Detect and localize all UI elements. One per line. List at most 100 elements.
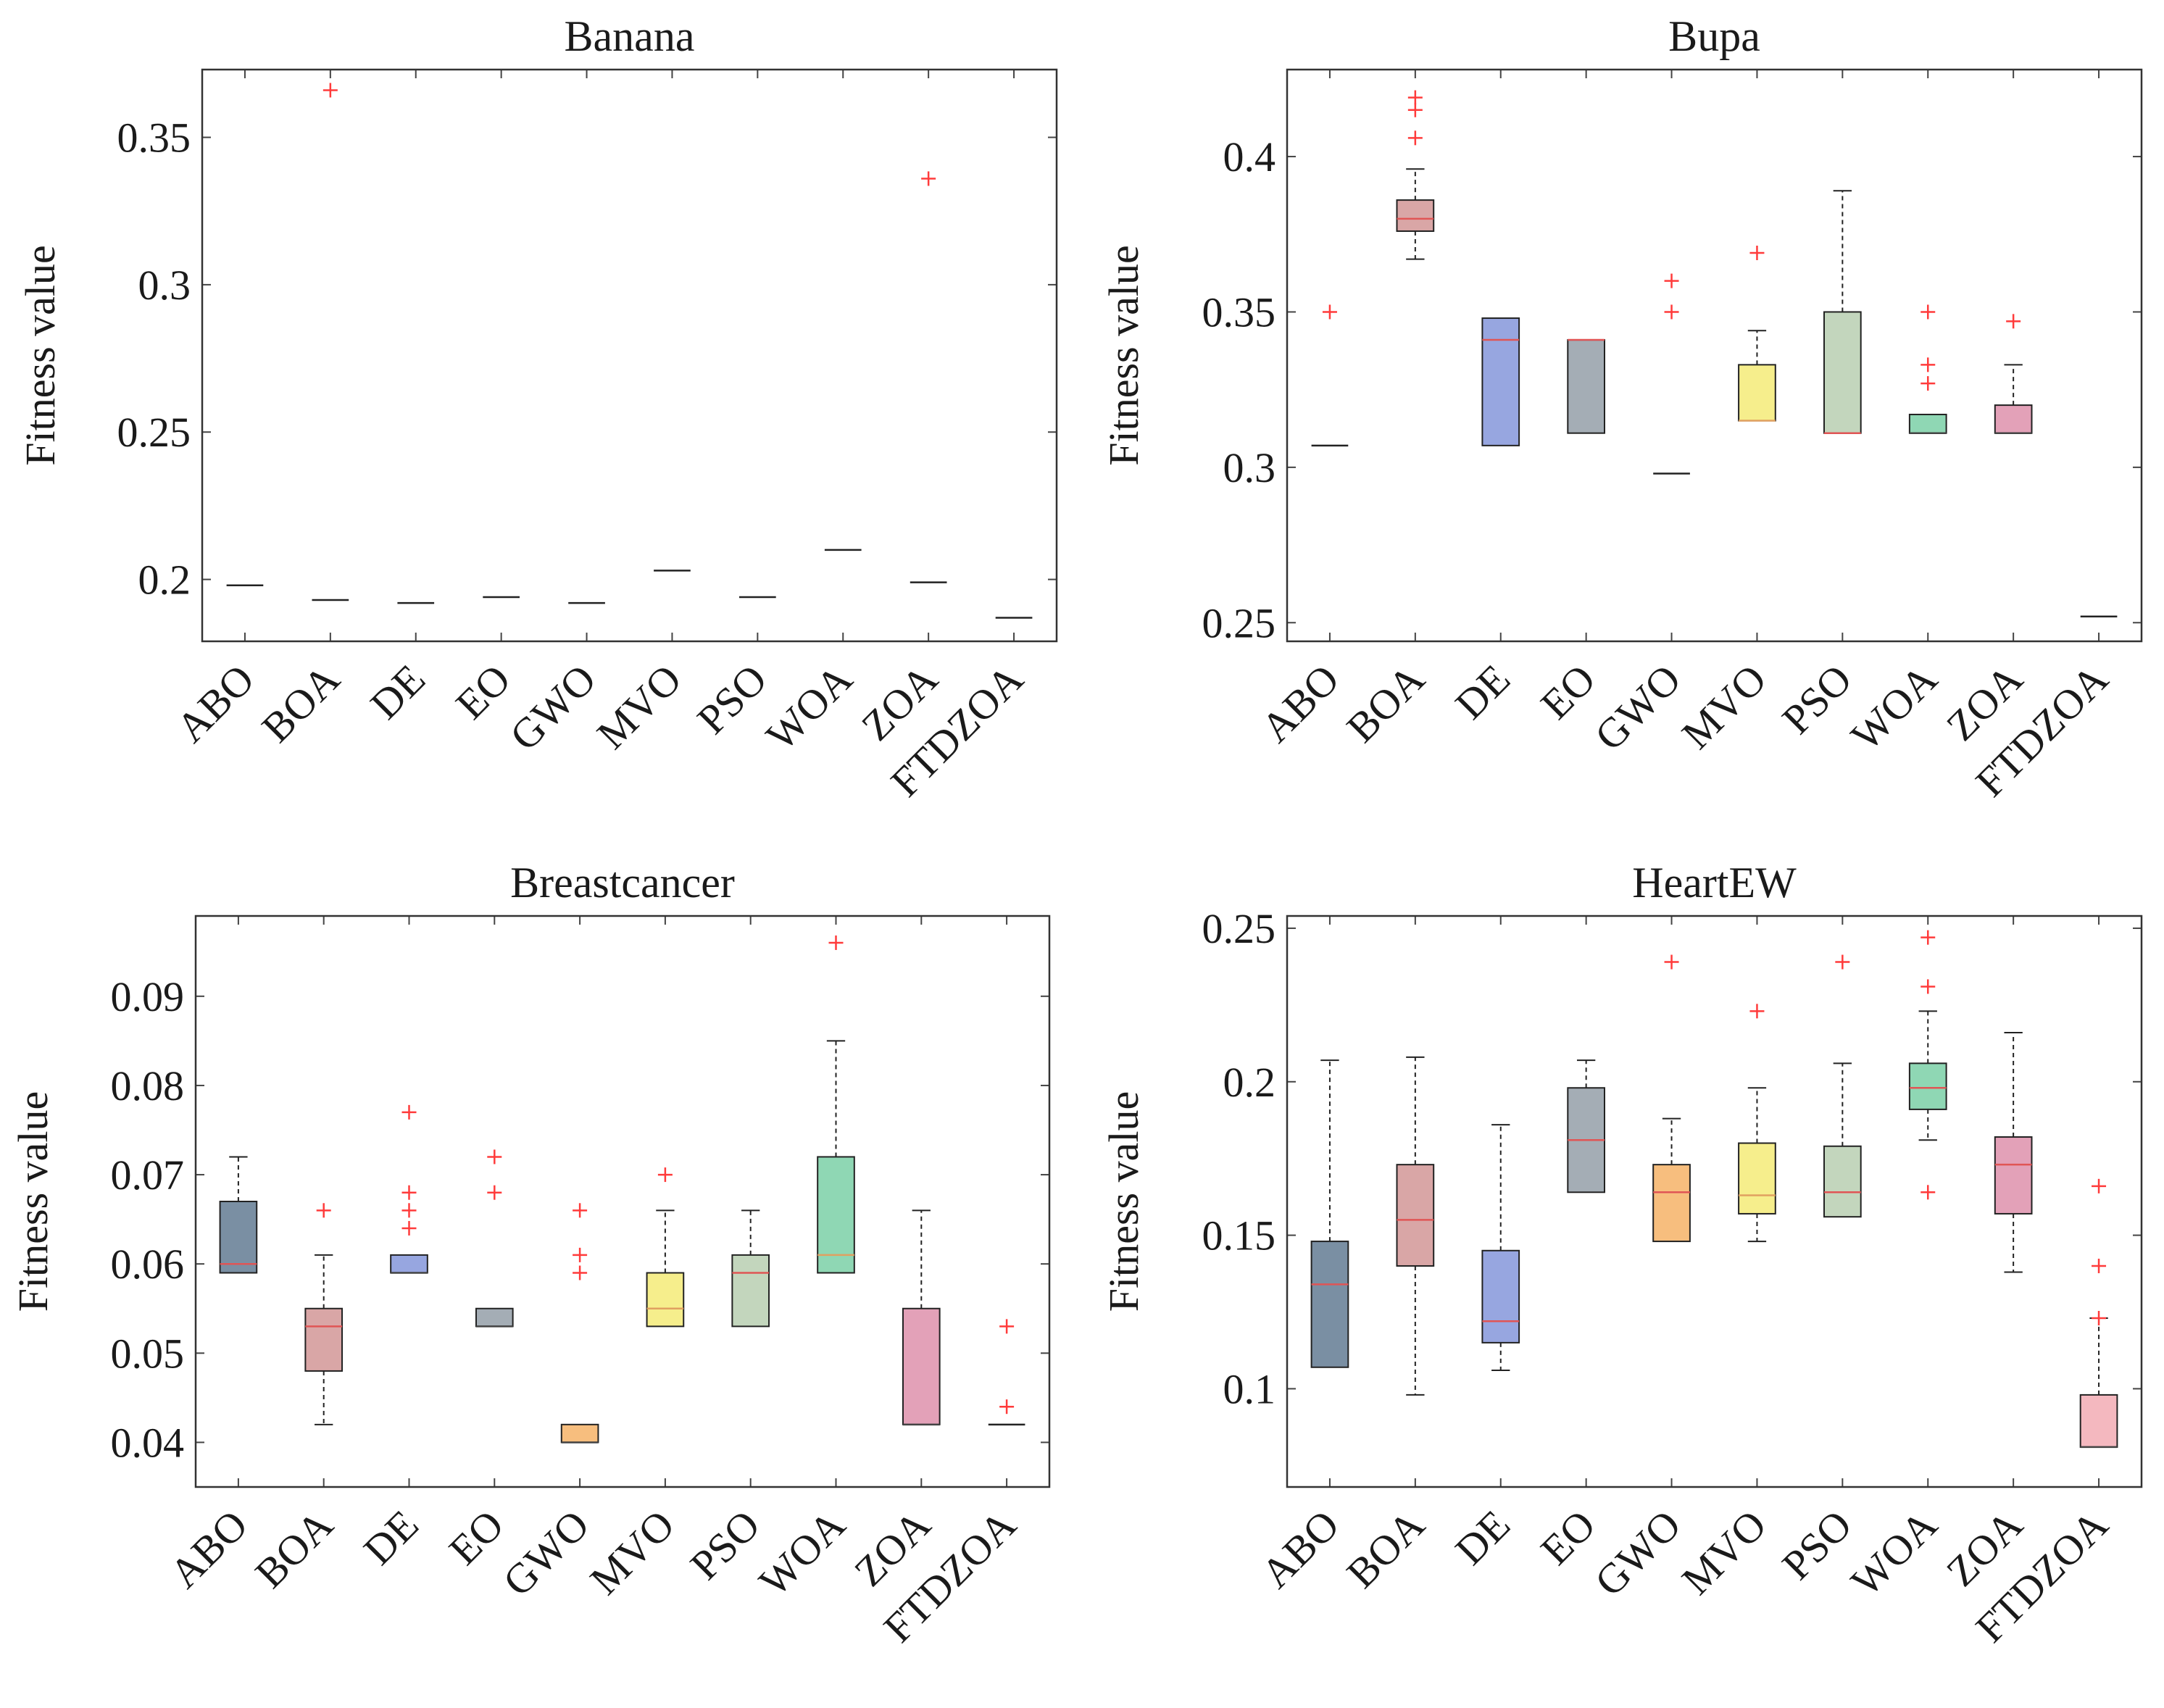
- box-gwo: [560, 1203, 599, 1444]
- x-tick-label: DE: [1446, 1501, 1519, 1574]
- box-body: [1396, 1164, 1435, 1267]
- outlier-marker: [1920, 930, 1936, 945]
- x-tick-label: WOA: [757, 655, 862, 759]
- x-tick-label: WOA: [750, 1501, 854, 1605]
- outlier-marker: [487, 1185, 502, 1200]
- outlier-marker: [1407, 130, 1423, 146]
- y-tick-label: 0.2: [138, 557, 191, 604]
- box-abo: [1310, 1059, 1349, 1368]
- box-mvo: [646, 1167, 685, 1328]
- x-tick-label: MVO: [588, 655, 691, 758]
- box-body: [1310, 1241, 1349, 1368]
- box-zoa: [910, 171, 947, 583]
- outlier-marker: [1664, 273, 1679, 288]
- box-de: [1481, 1124, 1520, 1372]
- panel-heartew: HeartEW Fitness value 0.1 0.15 0.2 0.25 ABOBOA…: [1100, 859, 2143, 1651]
- y-tick-label: 0.3: [138, 262, 191, 309]
- box-body: [1567, 339, 1605, 434]
- outlier-marker: [1664, 954, 1679, 970]
- x-tick-label: GWO: [501, 655, 605, 759]
- outlier-marker: [2092, 1310, 2107, 1325]
- outlier-marker: [1749, 245, 1765, 260]
- y-axis-label: Fitness value: [9, 1091, 57, 1312]
- outlier-marker: [573, 1247, 588, 1262]
- x-tick-label: MVO: [580, 1501, 683, 1604]
- outlier-marker: [401, 1104, 417, 1120]
- outlier-marker: [401, 1203, 417, 1218]
- box-boa: [304, 1203, 344, 1425]
- box-body: [902, 1307, 941, 1425]
- x-tick-label: ABO: [167, 655, 264, 751]
- chart-title: HeartEW: [1632, 859, 1797, 907]
- x-tick-label: WOA: [1842, 1501, 1947, 1605]
- box-body: [1738, 364, 1776, 422]
- box-eo: [1567, 338, 1605, 434]
- y-tick-label: 0.25: [1202, 905, 1276, 952]
- outlier-marker: [1749, 1004, 1765, 1019]
- box-body: [1823, 311, 1862, 434]
- outlier-marker: [1920, 979, 1936, 994]
- box-woa: [1908, 930, 1947, 1200]
- box-boa: [1396, 1056, 1435, 1396]
- y-tick-label: 0.1: [1223, 1365, 1276, 1412]
- box-ftdzoa: [2079, 1178, 2118, 1449]
- plot-frame: [1286, 915, 2143, 1488]
- box-eo: [475, 1149, 514, 1328]
- box-woa: [1908, 304, 1947, 434]
- x-tick-label: BOA: [252, 655, 349, 751]
- y-tick-label: 0.25: [1202, 599, 1276, 646]
- box-boa: [1396, 90, 1435, 260]
- box-woa: [817, 935, 855, 1274]
- box-gwo: [1653, 273, 1690, 475]
- outlier-marker: [573, 1265, 588, 1280]
- x-tick-label: EO: [1531, 655, 1605, 728]
- y-axis-label: Fitness value: [17, 245, 64, 465]
- y-tick-label: 0.4: [1223, 133, 1276, 180]
- y-axis-label: Fitness value: [1100, 245, 1147, 465]
- box-body: [1481, 1249, 1520, 1344]
- outlier-marker: [1407, 102, 1423, 117]
- outlier-marker: [828, 935, 844, 950]
- box-body: [304, 1307, 344, 1372]
- x-tick-label: GWO: [1586, 1501, 1690, 1605]
- outlier-marker: [401, 1185, 417, 1200]
- x-tick-label: EO: [1531, 1501, 1605, 1574]
- box-eo: [1567, 1059, 1605, 1193]
- x-tick-label: BOA: [246, 1501, 342, 1597]
- outlier-marker: [657, 1167, 673, 1183]
- box-abo: [219, 1156, 258, 1274]
- box-pso: [1823, 954, 1862, 1218]
- x-tick-label: WOA: [1842, 655, 1947, 759]
- outlier-marker: [999, 1319, 1015, 1334]
- x-tick-label: ABO: [1252, 655, 1349, 751]
- y-tick-label: 0.09: [111, 973, 185, 1020]
- box-body: [731, 1254, 770, 1328]
- plot-frame: [194, 915, 1051, 1488]
- box-pso: [731, 1209, 770, 1328]
- box-mvo: [1738, 245, 1776, 422]
- x-tick-label: BOA: [1337, 1501, 1433, 1597]
- box-body: [1652, 1164, 1691, 1243]
- box-body: [817, 1156, 855, 1274]
- outlier-marker: [401, 1220, 417, 1236]
- plot-frame: [1286, 68, 2143, 643]
- outlier-marker: [1664, 304, 1679, 320]
- box-body: [1396, 199, 1435, 232]
- x-tick-label: MVO: [1673, 655, 1776, 758]
- box-gwo: [1652, 954, 1691, 1243]
- box-zoa: [1994, 314, 2033, 434]
- y-tick-label: 0.05: [111, 1330, 185, 1377]
- box-body: [1908, 413, 1947, 434]
- x-tick-label: ABO: [161, 1501, 257, 1597]
- box-mvo: [1738, 1004, 1776, 1243]
- chart-title: Breastcancer: [510, 859, 735, 907]
- y-tick-label: 0.07: [111, 1151, 185, 1199]
- box-body: [1738, 1142, 1776, 1215]
- box-body: [219, 1201, 258, 1274]
- box-body: [1481, 317, 1520, 446]
- y-tick-label: 0.15: [1202, 1212, 1276, 1259]
- box-body: [1994, 404, 2033, 434]
- outlier-marker: [1920, 304, 1936, 320]
